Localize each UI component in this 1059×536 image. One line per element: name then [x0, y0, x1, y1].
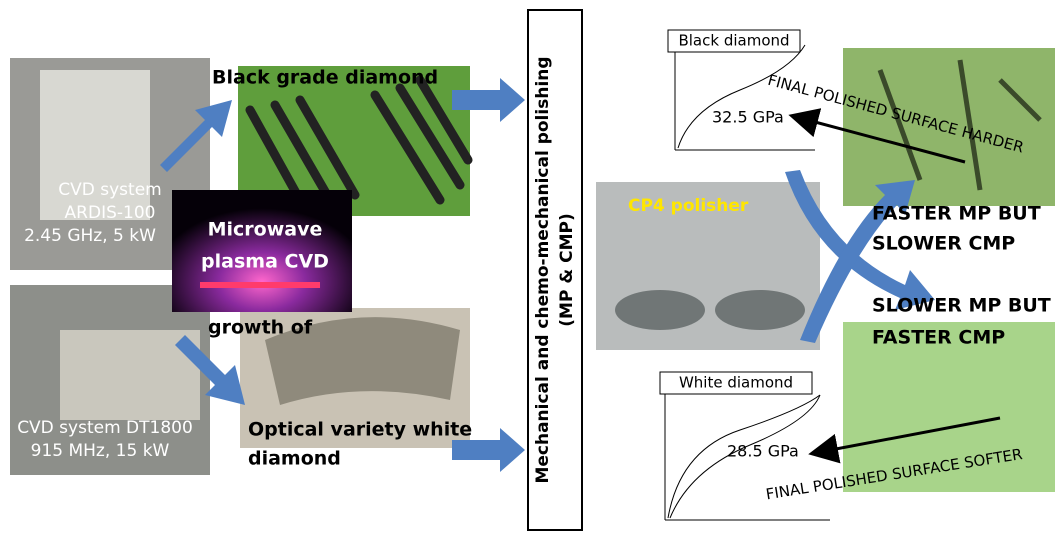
graph-title: Black diamond: [678, 32, 789, 50]
system-label: CVD system DT1800: [17, 418, 193, 438]
product-label: diamond: [248, 448, 341, 470]
hardness-value: 32.5 GPa: [712, 108, 784, 127]
process-label: (MP & CMP): [557, 213, 577, 326]
graph-title: White diamond: [679, 374, 793, 392]
product-label: Black grade diamond: [212, 67, 438, 89]
note: FASTER CMP: [872, 327, 1005, 349]
system-label: ARDIS-100: [65, 203, 156, 223]
product-label: Optical variety white: [248, 419, 472, 441]
hardness-value: 28.5 GPa: [727, 442, 799, 461]
note: FASTER MP BUT: [872, 203, 1041, 225]
system-label: CVD system: [58, 180, 161, 200]
plasma-label: Microwave: [208, 219, 323, 241]
polisher-label: CP4 polisher: [628, 196, 749, 216]
note: SLOWER CMP: [872, 233, 1015, 255]
plasma-label: plasma CVD: [201, 251, 329, 273]
process-label: Mechanical and chemo-mechanical polishin…: [533, 56, 553, 483]
system-label: 2.45 GHz, 5 kW: [24, 226, 156, 246]
system-label: 915 MHz, 15 kW: [31, 441, 170, 461]
note: SLOWER MP BUT: [872, 295, 1051, 317]
plasma-caption: growth of: [208, 317, 313, 339]
plasma-glow: [200, 282, 320, 288]
figure: Mechanical and chemo-mechanical polishin…: [0, 0, 1059, 536]
